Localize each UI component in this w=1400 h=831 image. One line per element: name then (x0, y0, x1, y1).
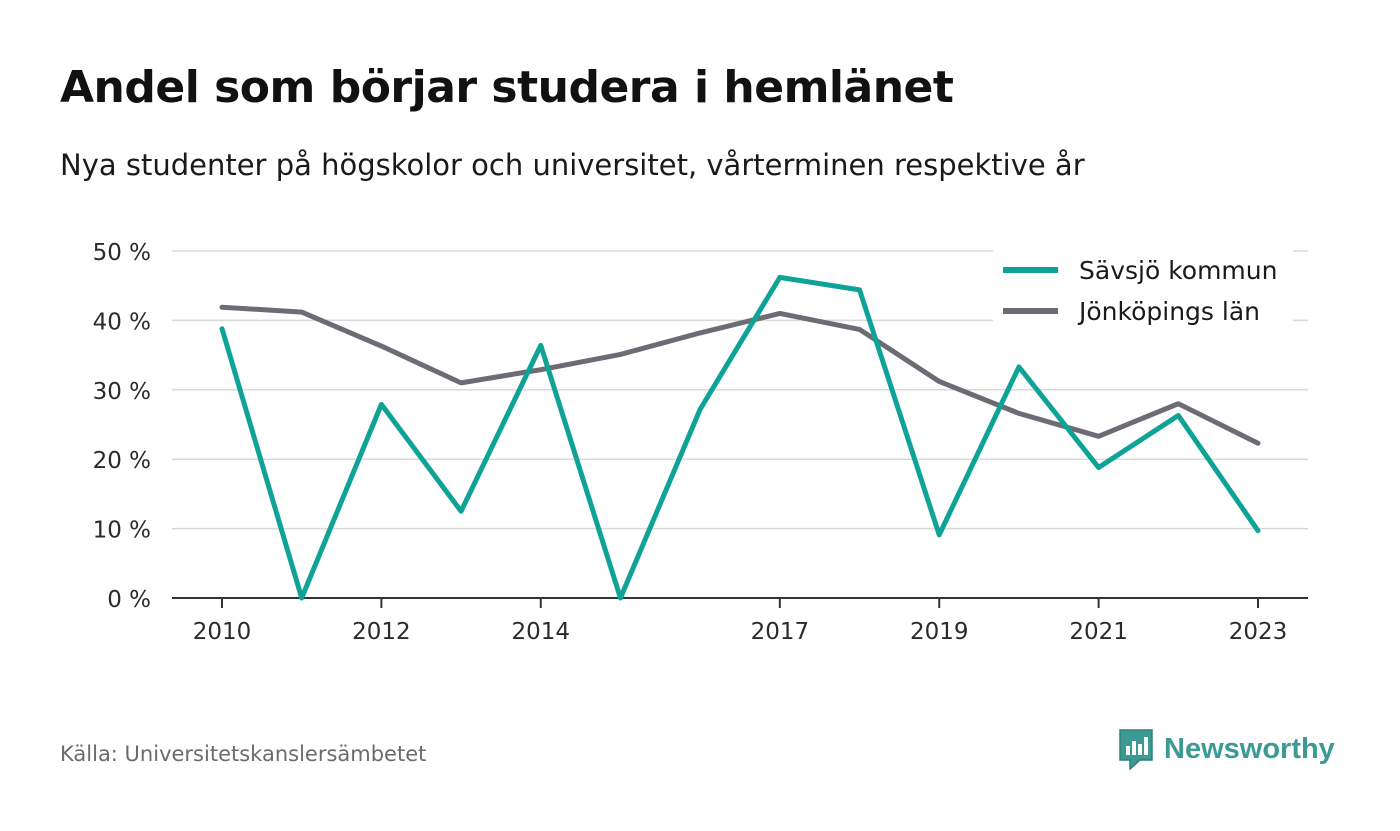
chart-title: Andel som börjar studera i hemlänet (60, 62, 954, 113)
legend-label: Jönköpings län (1077, 297, 1260, 326)
brand-logo: Newsworthy (1118, 728, 1335, 770)
chart-subtitle: Nya studenter på högskolor och universit… (60, 148, 1085, 182)
legend-background (993, 248, 1293, 330)
x-tick-label: 2021 (1069, 619, 1128, 645)
x-axis-ticks: 2010 2012 2014 2017 2019 2021 2023 (172, 597, 1308, 645)
legend: Sävsjö kommun Jönköpings län (993, 248, 1293, 330)
x-tick-label: 2017 (751, 619, 810, 645)
series-lines (219, 274, 1261, 601)
series-line-jonkoping (219, 304, 1261, 446)
y-tick-label: 50 % (93, 240, 151, 266)
x-tick-label: 2019 (910, 619, 969, 645)
x-tick-label: 2023 (1229, 619, 1288, 645)
y-axis-ticks: 0 % 10 % 20 % 30 % 40 % 50 % (93, 240, 151, 613)
y-tick-label: 40 % (93, 309, 151, 335)
series-line-savsjo (219, 274, 1261, 601)
y-tick-label: 30 % (93, 379, 151, 405)
brand-name: Newsworthy (1164, 732, 1335, 765)
x-tick-label: 2014 (511, 619, 570, 645)
source-note: Källa: Universitetskanslersämbetet (60, 742, 427, 766)
line-chart: 0 % 10 % 20 % 30 % 40 % 50 % 2010 2012 2014 2017… (93, 240, 1308, 645)
y-tick-label: 20 % (93, 448, 151, 474)
newsworthy-logo-icon (1119, 729, 1153, 770)
y-tick-label: 10 % (93, 518, 151, 544)
y-tick-label: 0 % (107, 587, 151, 613)
x-tick-label: 2010 (193, 619, 252, 645)
x-tick-label: 2012 (352, 619, 411, 645)
legend-label: Sävsjö kommun (1079, 256, 1277, 285)
